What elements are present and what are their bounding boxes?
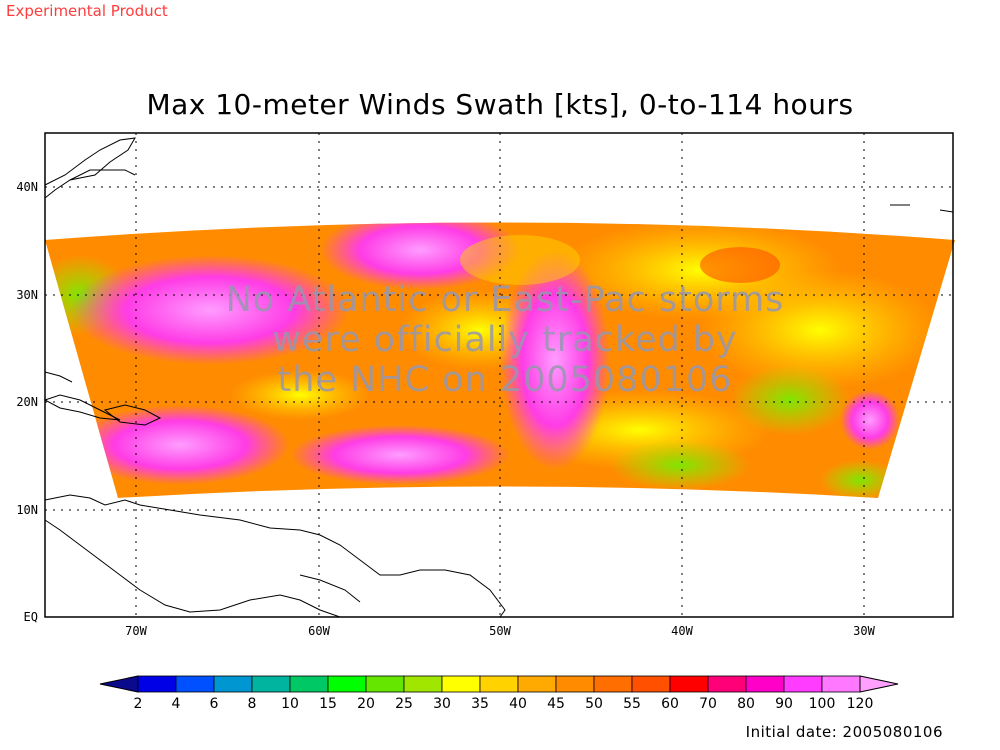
colorbar-label: 55 <box>623 696 641 712</box>
colorbar-box <box>213 675 253 693</box>
colorbar-label: 45 <box>547 696 565 712</box>
colorbar-box <box>821 675 861 693</box>
colorbar-box <box>403 675 443 693</box>
map-title: Max 10-meter Winds Swath [kts], 0-to-114… <box>146 88 854 121</box>
map-frame <box>44 132 954 618</box>
colorbar-box <box>517 675 557 693</box>
colorbar-box <box>327 675 367 693</box>
lat-label-10n: 10N <box>16 503 38 517</box>
colorbar-box <box>137 675 177 693</box>
lon-label-70w: 70W <box>125 624 147 638</box>
colorbar <box>99 675 899 693</box>
colorbar-label: 35 <box>471 696 489 712</box>
experimental-product-label: Experimental Product <box>6 2 168 20</box>
colorbar-box <box>669 675 709 693</box>
colorbar-box <box>441 675 481 693</box>
colorbar-label: 60 <box>661 696 679 712</box>
colorbar-box <box>745 675 785 693</box>
colorbar-label: 100 <box>808 696 836 712</box>
notice-line-1: No Atlantic or East-Pac storms <box>225 280 785 320</box>
colorbar-label: 2 <box>133 696 143 712</box>
notice-line-2: were officially tracked by <box>272 320 738 360</box>
no-storms-notice: No Atlantic or East-Pac storms were offi… <box>170 280 840 400</box>
colorbar-box <box>365 675 405 693</box>
colorbar-label: 15 <box>319 696 337 712</box>
colorbar-label: 50 <box>585 696 603 712</box>
colorbar-box <box>783 675 823 693</box>
lon-label-30w: 30W <box>853 624 875 638</box>
colorbar-box <box>479 675 519 693</box>
colorbar-box <box>175 675 215 693</box>
colorbar-box <box>707 675 747 693</box>
colorbar-box <box>555 675 595 693</box>
colorbar-label: 70 <box>699 696 717 712</box>
colorbar-label: 20 <box>357 696 375 712</box>
colorbar-label: 8 <box>247 696 257 712</box>
colorbar-label: 25 <box>395 696 413 712</box>
notice-line-3: the NHC on 2005080106 <box>277 360 733 400</box>
lat-label-eq: EQ <box>23 610 38 624</box>
colorbar-label: 4 <box>171 696 181 712</box>
colorbar-box <box>251 675 291 693</box>
colorbar-box <box>289 675 329 693</box>
initial-date: Initial date: 2005080106 <box>745 723 943 741</box>
grid-lines <box>45 133 953 617</box>
colorbar-label: 10 <box>281 696 299 712</box>
lon-label-60w: 60W <box>308 624 330 638</box>
colorbar-label: 80 <box>737 696 755 712</box>
colorbar-arrow-right <box>859 675 899 693</box>
coastlines <box>43 137 954 618</box>
colorbar-box <box>631 675 671 693</box>
lat-label-20n: 20N <box>16 395 38 409</box>
colorbar-label: 90 <box>775 696 793 712</box>
lon-label-40w: 40W <box>671 624 693 638</box>
colorbar-label: 6 <box>209 696 219 712</box>
colorbar-label: 40 <box>509 696 527 712</box>
lat-label-30n: 30N <box>16 288 38 302</box>
colorbar-arrow-left <box>99 675 139 693</box>
lon-label-50w: 50W <box>489 624 511 638</box>
colorbar-label: 120 <box>846 696 874 712</box>
lat-label-40n: 40N <box>16 180 38 194</box>
wind-swath <box>45 222 955 498</box>
colorbar-label: 30 <box>433 696 451 712</box>
colorbar-box <box>593 675 633 693</box>
